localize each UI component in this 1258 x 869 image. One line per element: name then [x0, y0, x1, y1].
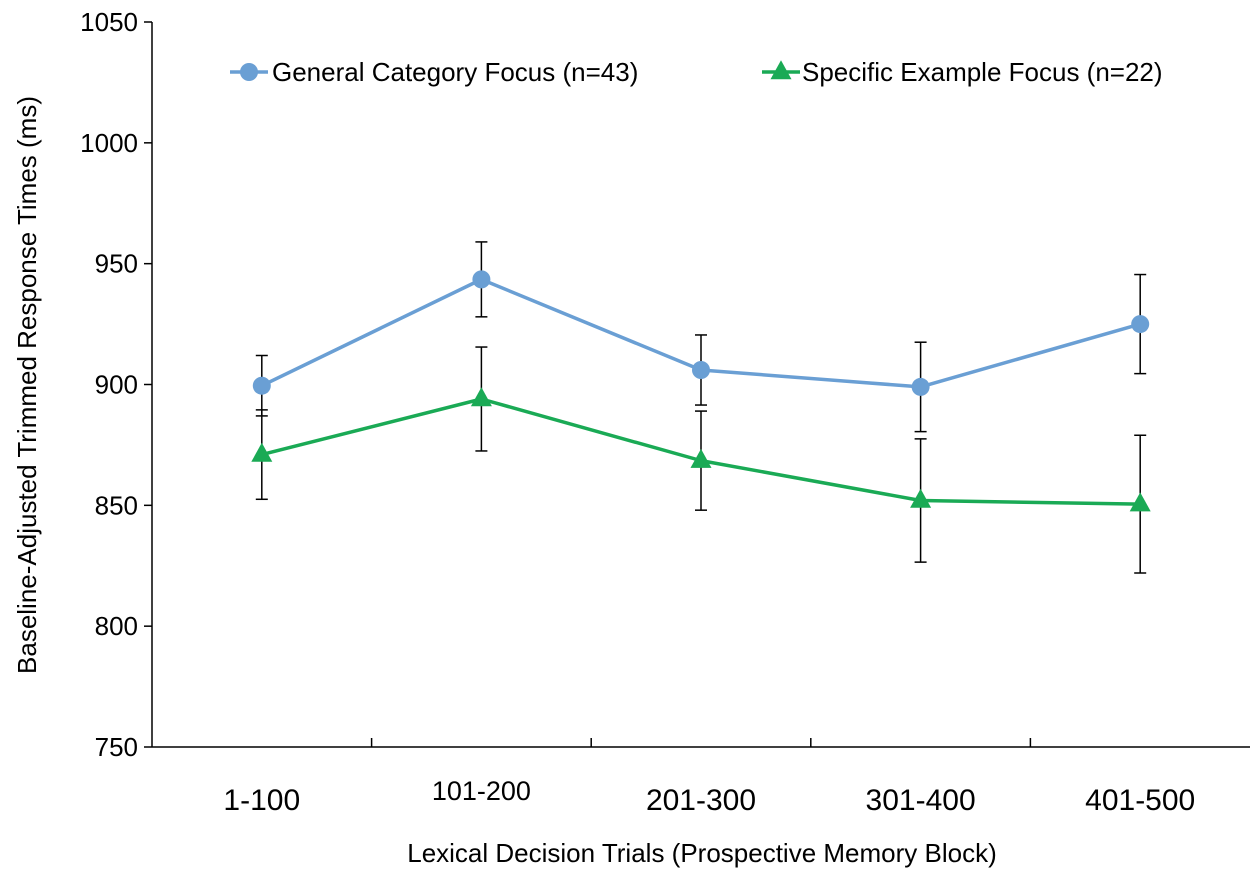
series-1 [252, 241, 1150, 433]
legend-marker [240, 63, 258, 81]
y-tick-label: 750 [95, 732, 138, 762]
y-ticks: 750 800 850 900 950 1000 1050 [80, 7, 152, 762]
data-point [472, 270, 491, 289]
y-tick-label: 1050 [80, 7, 138, 37]
y-tick-label: 850 [95, 490, 138, 520]
data-point [690, 448, 712, 468]
x-axis-title: Lexical Decision Trials (Prospective Mem… [407, 838, 997, 868]
legend-item: General Category Focus (n=43) [230, 57, 638, 87]
y-tick-label: 800 [95, 611, 138, 641]
legend-label: General Category Focus (n=43) [272, 57, 638, 87]
data-point [1129, 492, 1151, 512]
x-categories: 1-100 101-200 201-300 301-400 401-500 [223, 738, 1195, 817]
y-tick-label: 900 [95, 370, 138, 400]
data-point [252, 376, 271, 395]
y-axis-title: Baseline-Adjusted Trimmed Response Times… [12, 96, 42, 674]
data-point [251, 442, 273, 462]
legend-marker [770, 60, 792, 80]
data-point [910, 488, 932, 508]
x-category-label: 101-200 [432, 776, 531, 806]
data-point [692, 361, 710, 379]
y-tick-label: 1000 [80, 128, 138, 158]
x-category-label: 301-400 [866, 784, 976, 817]
x-category-label: 1-100 [223, 784, 300, 817]
x-category-label: 401-500 [1085, 784, 1195, 817]
series-layer [251, 241, 1151, 574]
y-tick-label: 950 [95, 249, 138, 279]
data-point [470, 387, 492, 407]
series-2 [251, 346, 1151, 574]
data-point [1131, 315, 1150, 334]
data-point [911, 377, 930, 396]
legend-item: Specific Example Focus (n=22) [762, 57, 1163, 87]
legend-label: Specific Example Focus (n=22) [802, 57, 1163, 87]
legend: General Category Focus (n=43) Specific Ex… [230, 57, 1163, 87]
x-category-label: 201-300 [646, 784, 756, 817]
